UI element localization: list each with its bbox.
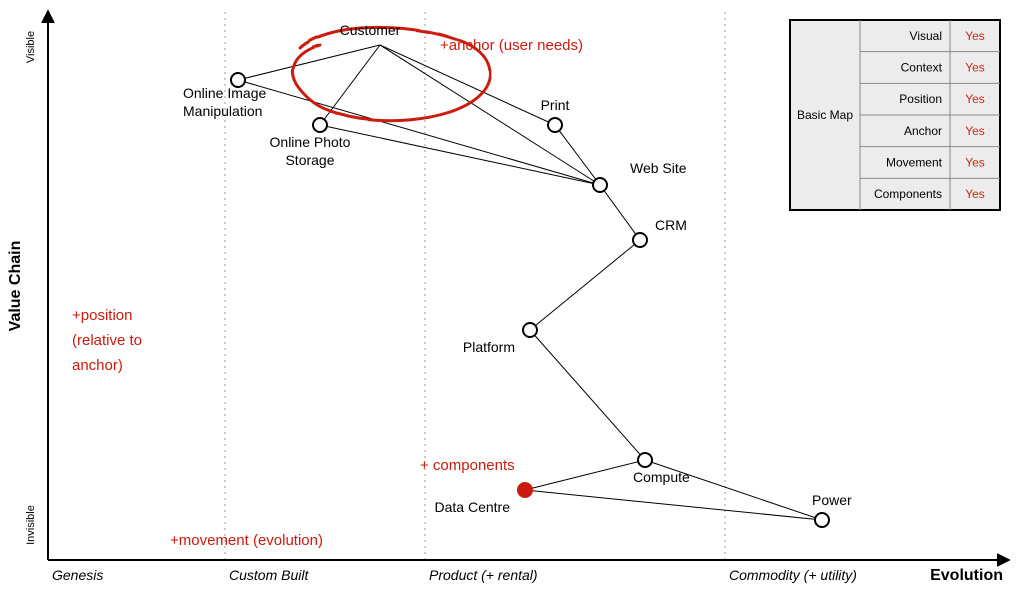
wardley-map: Genesis Custom Built Product (+ rental) Com… — [0, 0, 1024, 594]
legend-row-label: Visual — [910, 29, 942, 43]
legend-row-value: Yes — [965, 92, 985, 106]
edge — [555, 125, 600, 185]
node-label-customer: Customer — [340, 22, 401, 38]
stage-label: Commodity (+ utility) — [729, 567, 857, 583]
node-label-power: Power — [812, 492, 852, 508]
edge — [380, 45, 555, 125]
legend-header: Basic Map — [797, 108, 853, 122]
edge — [320, 125, 600, 185]
node-crm — [633, 233, 647, 247]
node-power — [815, 513, 829, 527]
legend-row-label: Movement — [886, 156, 943, 170]
node-label-platform: Platform — [463, 339, 515, 355]
edge — [530, 240, 640, 330]
position-annotation-2: (relative to — [72, 332, 142, 349]
edge — [530, 330, 645, 460]
stage-label: Genesis — [52, 567, 103, 583]
anchor-annotation: +anchor (user needs) — [440, 37, 583, 54]
x-axis-title: Evolution — [930, 567, 1003, 584]
y-axis-title: Value Chain — [7, 241, 24, 332]
node-label-compute: Compute — [633, 469, 690, 485]
node-compute — [638, 453, 652, 467]
movement-annotation: +movement (evolution) — [170, 532, 323, 549]
edge — [600, 185, 640, 240]
legend-row-value: Yes — [965, 124, 985, 138]
node-label-crm: CRM — [655, 217, 687, 233]
node-label-online_photo: Online Photo — [270, 134, 351, 150]
node-label-data_centre: Data Centre — [435, 499, 511, 515]
legend-row-label: Context — [901, 61, 943, 75]
legend-row-value: Yes — [965, 29, 985, 43]
node-label-online_photo2: Storage — [285, 152, 334, 168]
position-annotation-3: anchor) — [72, 357, 123, 374]
node-platform — [523, 323, 537, 337]
legend-row-label: Anchor — [904, 124, 942, 138]
node-label-print: Print — [541, 97, 570, 113]
position-annotation-1: +position — [72, 307, 132, 324]
node-website — [593, 178, 607, 192]
legend-row-value: Yes — [965, 61, 985, 75]
stage-label: Custom Built — [229, 567, 309, 583]
node-label-website: Web Site — [630, 160, 687, 176]
y-visible-label: Visible — [25, 31, 37, 63]
edge — [525, 460, 645, 490]
node-label-online_img2: Manipulation — [183, 103, 262, 119]
edge — [238, 80, 600, 185]
stage-label: Product (+ rental) — [429, 567, 538, 583]
legend-row-label: Position — [899, 92, 942, 106]
node-label-online_img: Online Image — [183, 85, 266, 101]
y-invisible-label: Invisible — [25, 505, 37, 545]
node-data_centre — [518, 483, 532, 497]
legend-row-value: Yes — [965, 156, 985, 170]
legend-row-label: Components — [874, 187, 942, 201]
node-online_photo — [313, 118, 327, 132]
node-print — [548, 118, 562, 132]
components-annotation: + components — [420, 457, 515, 474]
legend-row-value: Yes — [965, 187, 985, 201]
